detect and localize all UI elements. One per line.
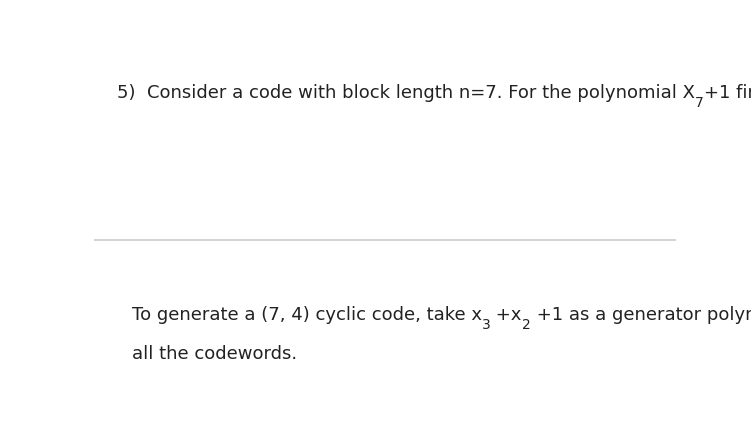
Text: 3: 3 <box>481 318 490 332</box>
Text: 7: 7 <box>695 96 704 110</box>
Text: +1 find all the factors.: +1 find all the factors. <box>704 84 751 101</box>
Text: +1 as a generator polynomial and find: +1 as a generator polynomial and find <box>531 306 751 324</box>
Text: 5)  Consider a code with block length n=7. For the polynomial X: 5) Consider a code with block length n=7… <box>117 84 695 101</box>
Text: +x: +x <box>490 306 522 324</box>
Text: 2: 2 <box>522 318 531 332</box>
Text: To generate a (7, 4) cyclic code, take x: To generate a (7, 4) cyclic code, take x <box>131 306 481 324</box>
Text: all the codewords.: all the codewords. <box>131 345 297 363</box>
